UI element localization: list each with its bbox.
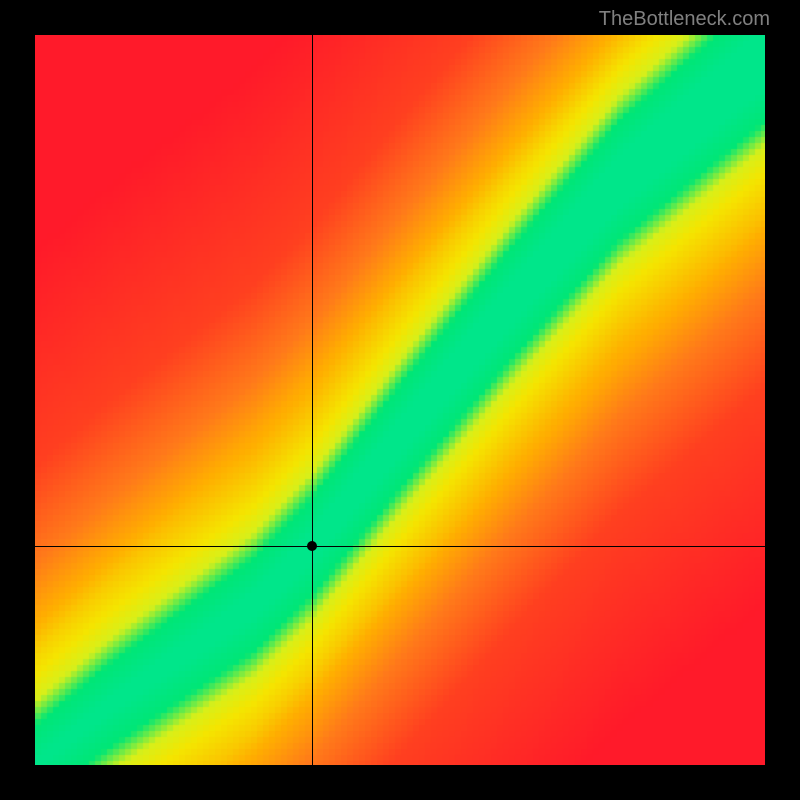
crosshair-vertical xyxy=(312,35,313,765)
heatmap-canvas xyxy=(35,35,765,765)
crosshair-marker xyxy=(307,541,317,551)
crosshair-horizontal xyxy=(35,546,765,547)
watermark-text: TheBottleneck.com xyxy=(599,8,770,31)
plot-area xyxy=(35,35,765,765)
